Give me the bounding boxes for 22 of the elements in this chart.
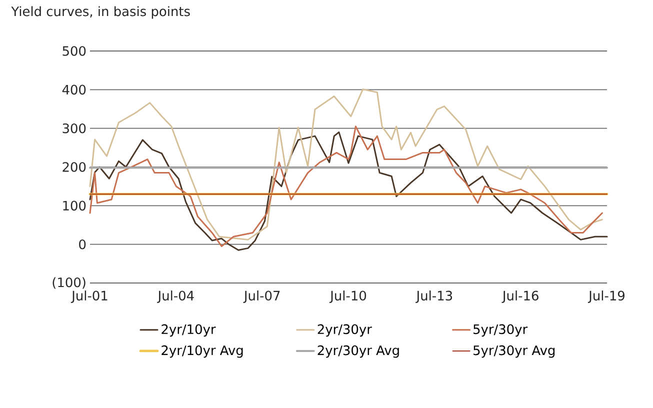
legend-label: 2yr/30yr Avg [318,345,399,358]
y-tick-label: 200 [62,162,86,172]
chart-subtitle: Yield curves, in basis points [11,6,190,19]
legend-label: 5yr/30yr [474,324,528,337]
legend-label: 5yr/30yr Avg [474,345,555,358]
y-tick-label: 0 [79,239,86,250]
x-tick-label: Jul-13 [416,290,452,303]
y-tick-label: 500 [62,46,86,56]
x-tick-label: Jul-16 [502,290,538,303]
y-tick-label: 400 [62,84,86,95]
y-tick-label: (100) [52,277,86,289]
y-tick-label: 100 [63,200,86,211]
x-tick-label: Jul-04 [157,290,194,303]
x-tick-label: Jul-01 [70,290,108,303]
x-tick-label: Jul-19 [588,290,624,303]
y-tick-label: 300 [62,123,86,134]
line-series [89,88,603,240]
x-tick-label: Jul-07 [243,290,280,303]
legend-label: 2yr/10yr [162,324,216,337]
legend-label: 2yr/30yr [318,324,372,337]
x-tick-label: Jul-10 [329,290,366,303]
legend-label: 2yr/10yr Avg [162,345,243,358]
